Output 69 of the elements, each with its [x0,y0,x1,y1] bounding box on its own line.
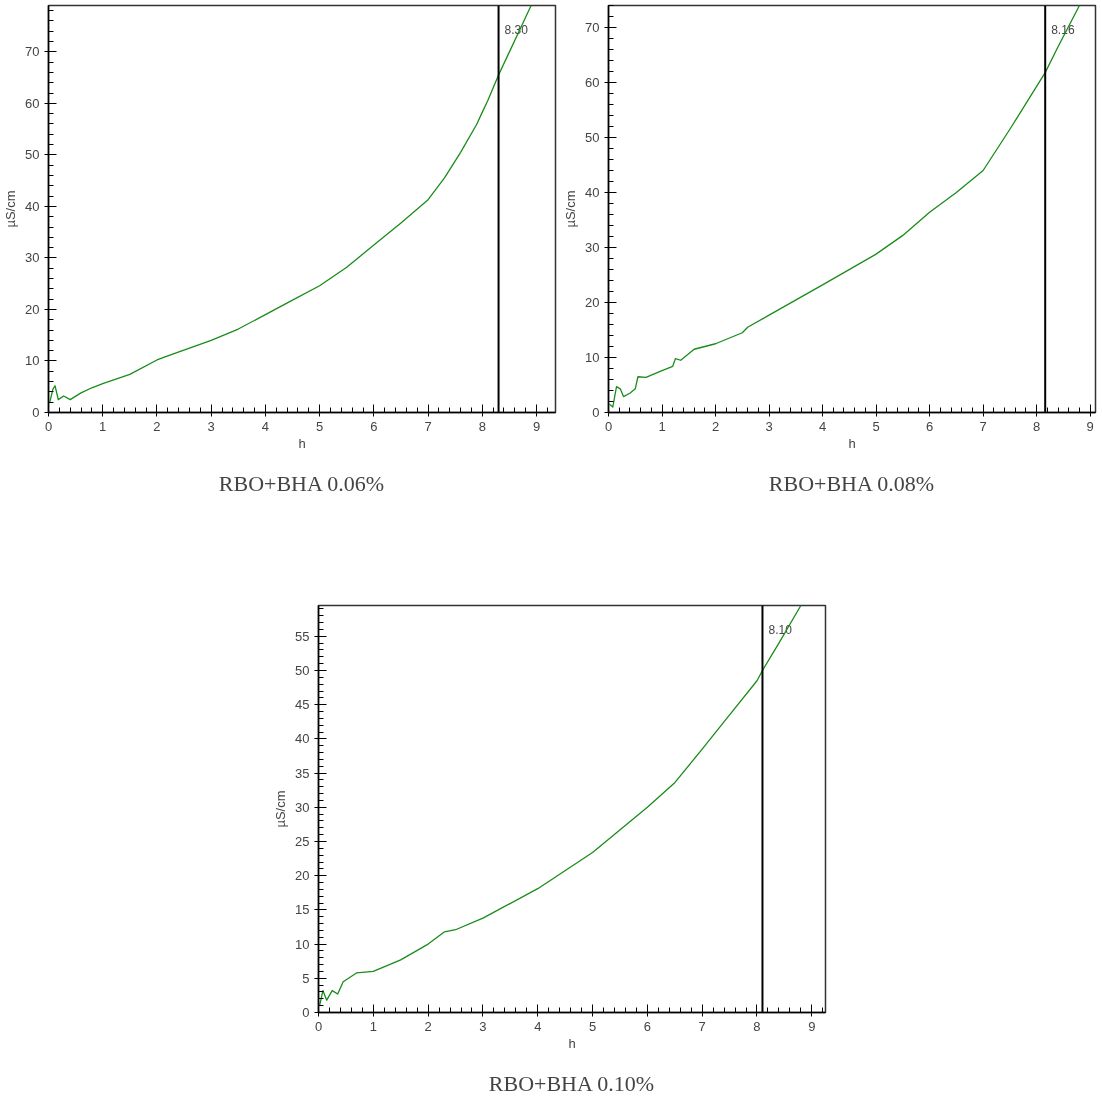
line-series [318,605,802,1007]
y-tick-label: 45 [295,697,310,713]
x-tick-label: 1 [658,418,666,434]
y-tick-label: 10 [585,350,600,365]
y-tick-label: 25 [295,833,310,849]
y-tick-label: 40 [585,185,600,200]
y-tick-label: 0 [32,405,40,420]
y-tick-label: 70 [585,20,600,35]
x-tick-label: 2 [711,418,720,434]
text: RBO+BHA 0.10% [488,1070,655,1096]
y-tick-label: 50 [585,130,600,145]
y-tick-label: 10 [25,353,40,369]
y-tick-label: 40 [25,198,40,214]
y-tick-label: 40 [295,731,310,747]
y-tick-label: 20 [25,301,40,317]
y-axis-title: µS/cm [3,190,19,228]
x-axis-title: h [568,1035,576,1051]
y-tick-label: 0 [302,1005,310,1020]
x-tick-label: 2 [153,418,161,434]
y-tick-label: 60 [585,75,600,90]
y-tick-label: 50 [295,662,310,678]
x-tick-label: 0 [604,418,613,434]
y-tick-label: 55 [295,628,310,644]
y-tick-label: 30 [585,240,600,255]
y-tick-label: 0 [592,405,600,420]
x-tick-label: 2 [424,1018,432,1034]
x-tick-label: 8 [753,1018,761,1034]
x-axis-title: h [298,435,306,451]
y-tick-label: 10 [295,936,310,952]
x-tick-label: 4 [818,418,827,434]
x-tick-label: 3 [765,418,773,434]
x-tick-label: 7 [698,1018,706,1034]
y-tick-label: 50 [25,147,40,163]
x-tick-label: 3 [479,1018,487,1034]
x-tick-label: 6 [643,1018,651,1034]
y-tick-label: 30 [25,250,40,266]
y-tick-label: 35 [295,765,310,781]
y-tick-label: 15 [295,902,310,918]
x-tick-label: 1 [99,418,107,434]
x-tick-label: 5 [316,418,324,434]
x-tick-label: 9 [808,1018,816,1034]
x-tick-label: 4 [261,418,270,434]
x-tick-label: 8 [1033,418,1041,434]
y-tick-label: 20 [585,295,600,310]
y-tick-label: 60 [25,95,40,111]
x-tick-label: 7 [979,418,987,434]
text: RBO+BHA 0.08% [768,470,935,496]
y-axis-title: µS/cm [273,790,289,828]
x-tick-label: 6 [925,418,934,434]
y-tick-label: 70 [25,44,40,60]
x-tick-label: 5 [872,418,880,434]
y-axis-title: µS/cm [563,190,579,228]
x-tick-label: 0 [44,418,53,434]
x-tick-label: 0 [314,1018,323,1034]
x-tick-label: 7 [424,418,432,434]
x-tick-label: 3 [207,418,215,434]
y-tick-label: 30 [295,799,310,815]
x-axis-title: h [848,435,856,451]
x-tick-label: 4 [534,1018,542,1034]
y-tick-label: 5 [302,970,310,986]
y-tick-label: 20 [295,868,310,884]
text: RBO+BHA 0.06% [218,470,385,496]
line-series [608,5,1081,408]
line-series [48,5,532,404]
x-tick-label: 6 [370,418,378,434]
x-tick-label: 1 [369,1018,377,1034]
x-tick-label: 8 [478,418,486,434]
x-tick-label: 9 [532,418,541,434]
x-tick-label: 9 [1086,418,1094,434]
